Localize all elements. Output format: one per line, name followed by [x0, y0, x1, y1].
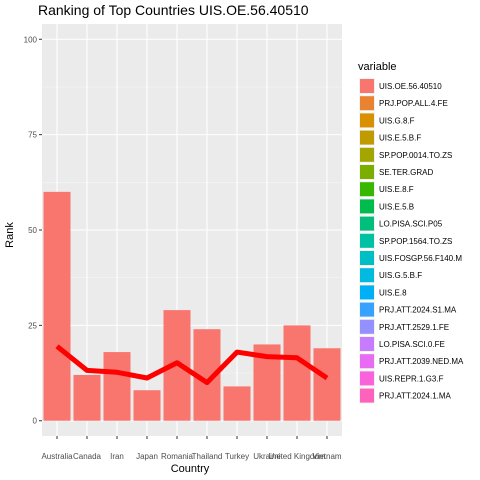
- legend-swatch: [360, 285, 374, 300]
- x-tick-label: Vietnam: [312, 452, 342, 461]
- legend-label: PRJ.POP.ALL.4.FE: [379, 99, 448, 108]
- x-tick-label: Romania: [161, 452, 194, 461]
- legend-label: LO.PISA.SCI.0.FE: [379, 340, 445, 349]
- x-tick-label: Japan: [136, 452, 158, 461]
- chart-title: Ranking of Top Countries UIS.OE.56.40510: [38, 2, 309, 18]
- y-tick-label: 0: [33, 417, 38, 426]
- legend-label: PRJ.ATT.2529.1.FE: [379, 323, 449, 332]
- legend-label: UIS.E.5.B: [379, 202, 414, 211]
- legend-swatch: [360, 199, 374, 214]
- x-tick-label: United Kingdom: [269, 452, 326, 461]
- legend: variable UIS.OE.56.40510 PRJ.POP.ALL.4.FE…: [358, 61, 464, 404]
- legend-label: PRJ.ATT.2024.1.MA: [379, 392, 452, 401]
- legend-label: SP.POP.1564.TO.ZS: [379, 237, 452, 246]
- legend-title: variable: [358, 61, 397, 73]
- legend-label: UIS.G.5.B.F: [379, 271, 422, 280]
- trend-line: [55, 344, 329, 386]
- y-tick-label: 50: [28, 226, 37, 235]
- x-tick-label: Iran: [110, 452, 124, 461]
- x-tick-label: Thailand: [192, 452, 223, 461]
- legend-swatch: [360, 113, 374, 128]
- x-tick-label: Australia: [41, 452, 73, 461]
- legend-label: UIS.E.8.F: [379, 185, 414, 194]
- legend-swatch: [360, 268, 374, 283]
- y-axis: 0 25 50 75 100: [24, 35, 42, 426]
- y-tick-label: 75: [28, 131, 37, 140]
- legend-swatch: [360, 302, 374, 317]
- legend-swatch: [360, 216, 374, 231]
- bars: [43, 191, 341, 421]
- legend-swatch: [360, 130, 374, 145]
- bar: [73, 374, 101, 421]
- bar: [313, 348, 341, 421]
- x-tick-label: Ukraine: [253, 452, 281, 461]
- legend-swatch: [360, 388, 374, 403]
- y-tick-label: 100: [24, 35, 38, 44]
- legend-label: UIS.OE.56.40510: [379, 82, 442, 91]
- legend-swatch: [360, 165, 374, 179]
- legend-swatch: [360, 182, 374, 197]
- x-axis-title: Country: [171, 463, 210, 475]
- legend-label: UIS.E.8: [379, 288, 407, 297]
- bar: [133, 390, 161, 421]
- trend-line-group: [55, 344, 329, 386]
- legend-label: PRJ.ATT.2024.S1.MA: [379, 306, 457, 315]
- bar: [223, 386, 251, 421]
- bar: [43, 191, 71, 421]
- bar: [103, 352, 131, 421]
- legend-swatch: [360, 354, 374, 369]
- legend-swatch: [360, 371, 374, 386]
- y-tick-label: 25: [28, 321, 37, 330]
- legend-label: UIS.REPR.1.G3.F: [379, 374, 444, 383]
- legend-label: UIS.FOSGP.56.F140.M: [379, 254, 462, 263]
- bar: [283, 325, 311, 421]
- legend-swatch: [360, 96, 374, 111]
- legend-label: LO.PISA.SCI.P05: [379, 220, 443, 229]
- legend-swatch: [360, 147, 374, 162]
- legend-swatch: [360, 319, 374, 334]
- x-tick-label: Canada: [73, 452, 102, 461]
- legend-label: SE.TER.GRAD: [379, 168, 433, 177]
- legend-label: UIS.E.5.B.F: [379, 134, 421, 143]
- legend-label: UIS.G.8.F: [379, 116, 415, 125]
- y-axis-title: Rank: [4, 222, 16, 248]
- legend-label: PRJ.ATT.2039.NED.MA: [379, 357, 464, 366]
- legend-swatch: [360, 79, 374, 93]
- legend-label: SP.POP.0014.TO.ZS: [379, 151, 452, 160]
- legend-swatch: [360, 251, 374, 265]
- legend-swatch: [360, 233, 374, 248]
- legend-swatch: [360, 337, 374, 351]
- x-tick-label: Turkey: [225, 452, 249, 461]
